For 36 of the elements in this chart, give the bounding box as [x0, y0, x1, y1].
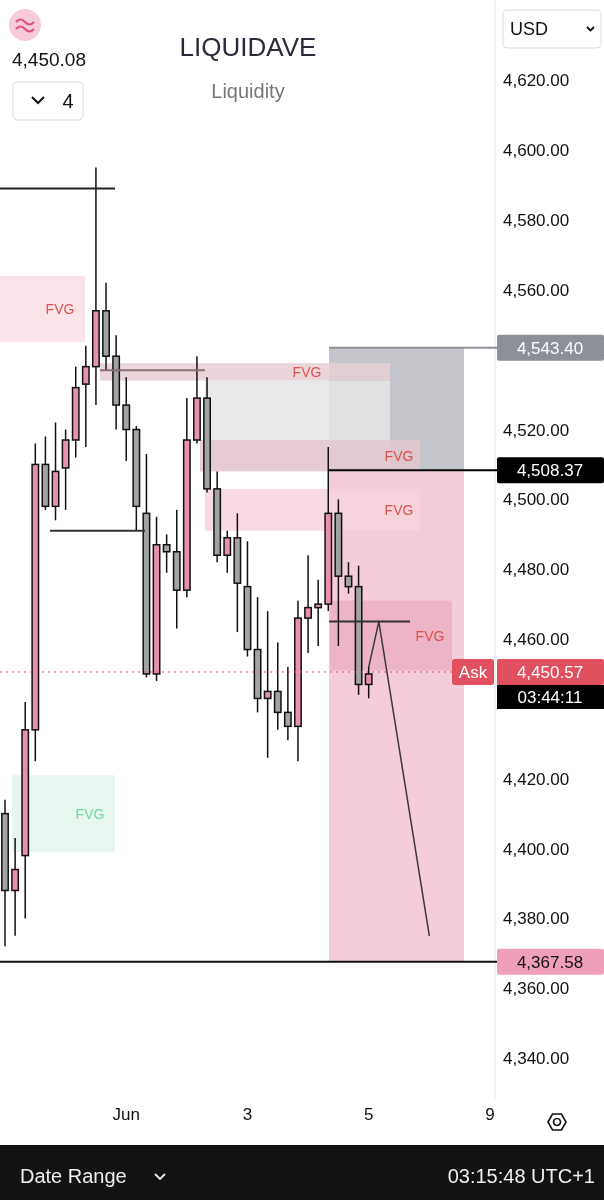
y-tick-label: 4,340.00 — [503, 1049, 570, 1069]
x-tick-label: 9 — [485, 1105, 495, 1125]
text: 03:44:11 — [517, 687, 583, 707]
band-label: FVG — [415, 627, 445, 644]
text: 03:15:48 UTC+1 — [447, 1165, 595, 1187]
band-label: FVG — [384, 447, 414, 464]
y-tick-label: 4,460.00 — [503, 630, 570, 650]
annotation: 4 — [62, 90, 74, 112]
y-tick-label: 4,600.00 — [503, 141, 570, 161]
annotation: 4,450.08 — [12, 49, 86, 70]
band-label: FVG — [292, 363, 322, 380]
text: Date Range — [20, 1165, 127, 1187]
band-label: FVG — [384, 501, 414, 518]
band-label: FVG — [75, 805, 105, 822]
y-tick-label: 4,580.00 — [503, 211, 570, 231]
band-label: FVG — [45, 301, 75, 318]
y-tick-label: 4,420.00 — [503, 769, 570, 789]
y-tick-label: 4,560.00 — [503, 280, 570, 300]
y-tick-label: 4,480.00 — [503, 560, 570, 580]
x-tick-label: 3 — [242, 1105, 253, 1125]
y-tick-label: 4,520.00 — [503, 420, 570, 440]
y-tick-label: 4,620.00 — [503, 71, 570, 91]
ref-line-label: 4,508.37 — [516, 461, 584, 481]
y-tick-label: 4,500.00 — [503, 490, 570, 510]
ref-line-label: 4,450.57 — [516, 662, 584, 682]
x-tick-label: Jun — [112, 1105, 140, 1125]
text: USD — [510, 19, 549, 39]
x-tick-label: 5 — [363, 1105, 374, 1125]
y-tick-label: 4,360.00 — [503, 979, 570, 999]
text: Liquidity — [211, 80, 285, 102]
y-tick-label: 4,400.00 — [503, 839, 570, 859]
ref-line-label: 4,543.40 — [516, 338, 584, 358]
ref-line-label: 4,367.58 — [516, 952, 584, 972]
text: LIQUIDAVE — [179, 32, 317, 62]
annotation: Ask — [458, 662, 488, 682]
y-tick-label: 4,380.00 — [503, 909, 570, 929]
